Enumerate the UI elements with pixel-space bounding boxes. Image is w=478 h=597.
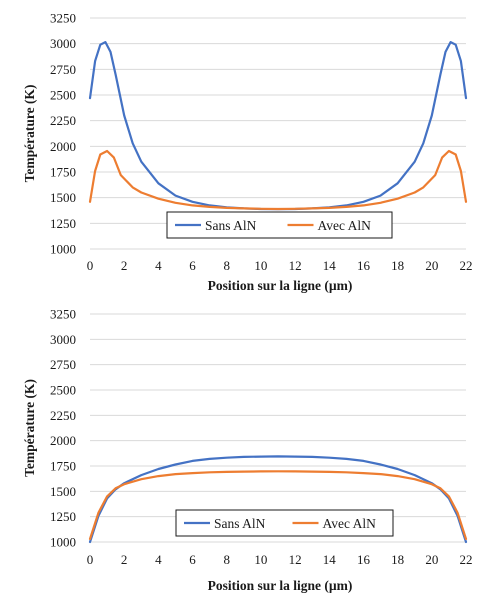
legend-label-sans-aln: Sans AlN (205, 218, 257, 233)
x-tick-label: 8 (223, 258, 230, 273)
y-tick-label: 2750 (50, 62, 76, 77)
legend-label-avec-aln: Avec AlN (323, 516, 377, 531)
x-axis-title: Position sur la ligne (µm) (208, 278, 353, 293)
y-tick-label: 3000 (50, 332, 76, 347)
y-tick-label: 2250 (50, 113, 76, 128)
y-tick-label: 1750 (50, 459, 76, 474)
series-line-avec-aln (88, 470, 468, 541)
x-tick-label: 2 (121, 258, 128, 273)
y-tick-label: 1000 (50, 242, 76, 257)
y-axis-title: Température (K) (22, 379, 37, 477)
x-tick-label: 8 (223, 552, 230, 567)
x-tick-label: 12 (289, 258, 302, 273)
x-tick-label: 14 (323, 552, 337, 567)
y-tick-label: 2750 (50, 357, 76, 372)
x-tick-label: 4 (155, 552, 162, 567)
legend-box (175, 509, 394, 537)
y-tick-label: 2250 (50, 408, 76, 423)
x-tick-label: 16 (357, 552, 371, 567)
y-tick-label: 3250 (50, 11, 76, 26)
y-tick-label: 2000 (50, 139, 76, 154)
x-tick-label: 20 (425, 258, 438, 273)
x-tick-label: 10 (254, 258, 267, 273)
x-tick-label: 22 (460, 552, 473, 567)
y-tick-label: 2500 (50, 88, 76, 103)
x-tick-label: 20 (425, 552, 438, 567)
y-tick-label: 3250 (50, 307, 76, 322)
chart-top-svg: 1000 1250 1500 1750 2000 2250 2500 2750 3000 3250… (22, 11, 473, 294)
series-line-avec-aln (88, 149, 468, 211)
x-tick-label: 10 (254, 552, 267, 567)
x-tick-label: 6 (189, 552, 196, 567)
x-tick-label: 2 (121, 552, 128, 567)
x-tick-label: 0 (87, 552, 94, 567)
x-tick-label: 6 (189, 258, 196, 273)
chart-bottom: 1000 1250 1500 1750 2000 2250 2500 2750 3000 3250… (0, 298, 478, 597)
y-tick-label: 1250 (50, 509, 76, 524)
x-axis-title: Position sur la ligne (µm) (208, 578, 353, 593)
chart-bottom-svg: 1000 1250 1500 1750 2000 2250 2500 2750 3000 3250… (22, 307, 473, 594)
x-tick-label: 0 (87, 258, 94, 273)
chart-top: 1000 1250 1500 1750 2000 2250 2500 2750 3000 3250… (0, 0, 478, 298)
x-tick-label: 14 (323, 258, 337, 273)
series-line-sans-aln (88, 455, 468, 544)
legend-box (166, 211, 393, 239)
y-tick-label: 1500 (50, 484, 76, 499)
y-tick-label: 2500 (50, 383, 76, 398)
x-tick-label: 18 (391, 552, 404, 567)
series-line-sans-aln (88, 41, 468, 211)
x-tick-label: 12 (289, 552, 302, 567)
x-tick-label: 4 (155, 258, 162, 273)
legend-label-sans-aln: Sans AlN (214, 516, 266, 531)
y-tick-label: 1750 (50, 165, 76, 180)
y-tick-label: 3000 (50, 36, 76, 51)
y-tick-label: 1500 (50, 190, 76, 205)
y-axis-title: Température (K) (22, 85, 37, 183)
x-tick-label: 22 (460, 258, 473, 273)
y-tick-label: 2000 (50, 433, 76, 448)
legend-label-avec-aln: Avec AlN (318, 218, 372, 233)
x-tick-label: 18 (391, 258, 404, 273)
y-tick-label: 1000 (50, 535, 76, 550)
y-tick-label: 1250 (50, 216, 76, 231)
x-tick-label: 16 (357, 258, 371, 273)
